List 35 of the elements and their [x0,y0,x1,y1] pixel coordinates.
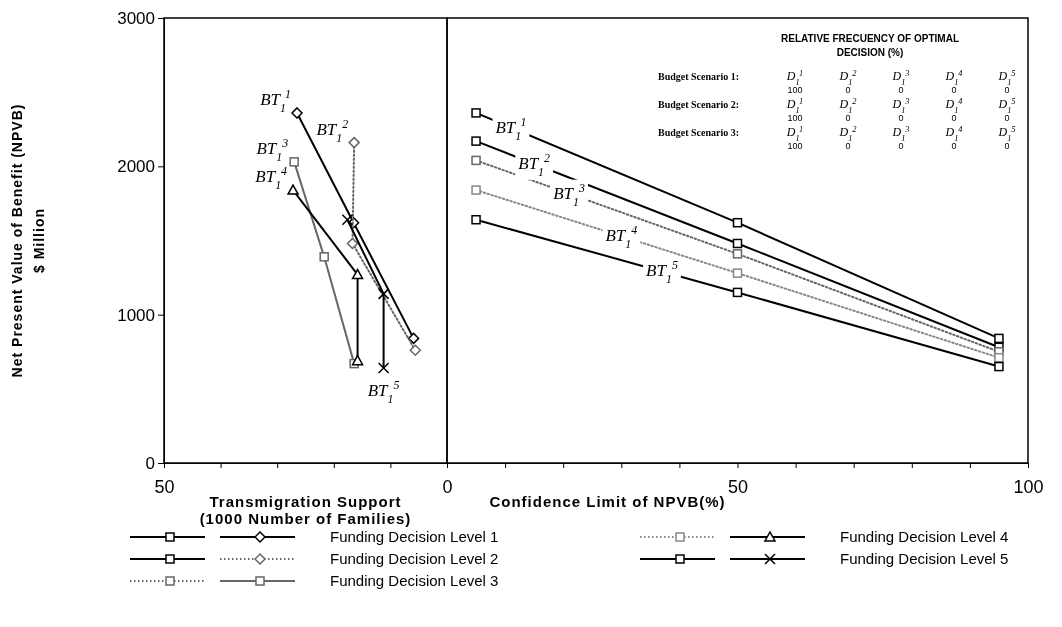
annotation: 0 [951,141,957,151]
annotation: 0 [1004,141,1010,151]
annotation: 0 [845,85,851,95]
x-tick-label: 0 [442,476,453,497]
annotation: Budget Scenario 3: [658,127,740,138]
legend-label: Funding Decision Level 2 [330,550,499,567]
legend-label: Funding Decision Level 1 [330,528,499,545]
annotation: 100 [787,85,803,95]
annotation: 0 [951,85,957,95]
x-tick-label: 50 [154,476,175,497]
x-tick-label: 50 [727,476,749,497]
annotation: 0 [1004,85,1010,95]
annotation: 0 [898,85,904,95]
y-tick-label: 3000 [117,8,155,28]
annotation: 0 [845,141,851,151]
annotation: 0 [898,113,904,123]
annotation: 100 [787,113,803,123]
annotation: 100 [787,141,803,151]
y-tick-label: 0 [145,453,155,473]
annotation: RELATIVE FRECUENCY OF OPTIMAL DECISION (%) [781,33,959,58]
y-axis-title: Net Present Value of Benefit (NPVB) $ Million [9,103,47,378]
y-tick-label: 2000 [117,157,155,177]
legend-label: Funding Decision Level 5 [840,550,1009,567]
annotation: 0 [898,141,904,151]
annotation: 0 [1004,113,1010,123]
legend-label: Funding Decision Level 3 [330,572,499,589]
legend-label: Funding Decision Level 4 [840,528,1009,545]
y-tick-label: 1000 [117,305,155,325]
x-tick-label: 100 [1013,476,1044,497]
annotation: 0 [845,113,851,123]
annotation: Budget Scenario 1: [658,71,740,82]
x-axis-title: Confidence Limit of NPVB(%) [489,493,726,510]
annotation: Budget Scenario 2: [658,99,740,110]
annotation: 0 [951,113,957,123]
x-axis-title: Transmigration Support (1000 Number of Families) [199,493,412,527]
